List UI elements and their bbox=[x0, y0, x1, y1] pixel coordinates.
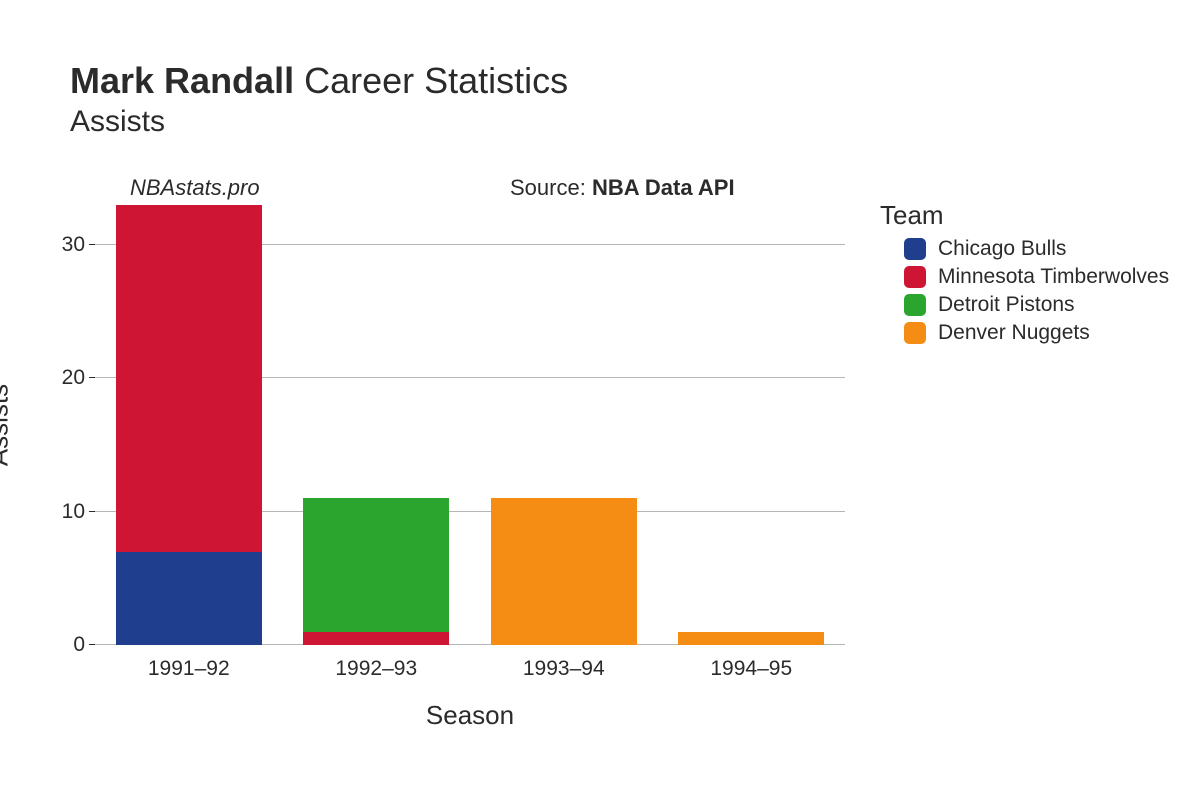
title-light: Career Statistics bbox=[294, 60, 568, 101]
bar-group bbox=[678, 205, 824, 645]
bar-segment bbox=[116, 552, 262, 645]
bar-segment bbox=[303, 632, 449, 645]
y-tick-mark bbox=[89, 377, 95, 378]
chart-container: Mark Randall Career Statistics Assists N… bbox=[0, 0, 1200, 800]
source-text: Source: NBA Data API bbox=[510, 175, 735, 201]
bar-group bbox=[491, 205, 637, 645]
legend-label: Denver Nuggets bbox=[938, 321, 1090, 345]
bar-group bbox=[116, 205, 262, 645]
bar-segment bbox=[491, 498, 637, 645]
bar-segment bbox=[116, 205, 262, 552]
x-tick-label: 1991–92 bbox=[148, 657, 230, 681]
watermark-text: NBAstats.pro bbox=[130, 175, 260, 201]
x-tick-label: 1993–94 bbox=[523, 657, 605, 681]
legend-item: Minnesota Timberwolves bbox=[904, 265, 1169, 289]
y-tick-label: 20 bbox=[35, 366, 85, 390]
y-axis-title: Assists bbox=[0, 384, 14, 466]
legend-title: Team bbox=[880, 200, 1169, 231]
chart-title: Mark Randall Career Statistics bbox=[70, 60, 568, 101]
chart-subtitle: Assists bbox=[70, 105, 568, 139]
bar-segment bbox=[678, 632, 824, 645]
legend-item: Denver Nuggets bbox=[904, 321, 1169, 345]
y-tick-label: 10 bbox=[35, 500, 85, 524]
title-bold: Mark Randall bbox=[70, 60, 294, 101]
legend-label: Minnesota Timberwolves bbox=[938, 265, 1169, 289]
title-block: Mark Randall Career Statistics Assists bbox=[70, 60, 568, 139]
legend-label: Chicago Bulls bbox=[938, 237, 1066, 261]
y-tick-mark bbox=[89, 244, 95, 245]
y-tick-label: 0 bbox=[35, 633, 85, 657]
bar-group bbox=[303, 205, 449, 645]
source-name: NBA Data API bbox=[592, 175, 735, 200]
bar-segment bbox=[303, 498, 449, 631]
x-tick-label: 1994–95 bbox=[710, 657, 792, 681]
legend-swatch bbox=[904, 238, 926, 260]
x-tick-label: 1992–93 bbox=[335, 657, 417, 681]
source-prefix: Source: bbox=[510, 175, 592, 200]
legend: Team Chicago Bulls Minnesota Timberwolves… bbox=[880, 200, 1169, 349]
y-tick-mark bbox=[89, 511, 95, 512]
x-axis-title: Season bbox=[426, 700, 514, 731]
y-tick-mark bbox=[89, 644, 95, 645]
legend-item: Chicago Bulls bbox=[904, 237, 1169, 261]
y-tick-label: 30 bbox=[35, 233, 85, 257]
legend-swatch bbox=[904, 322, 926, 344]
legend-label: Detroit Pistons bbox=[938, 293, 1075, 317]
plot-area: Assists Season 01020301991–921992–931993… bbox=[95, 205, 845, 645]
legend-item: Detroit Pistons bbox=[904, 293, 1169, 317]
legend-swatch bbox=[904, 294, 926, 316]
legend-swatch bbox=[904, 266, 926, 288]
